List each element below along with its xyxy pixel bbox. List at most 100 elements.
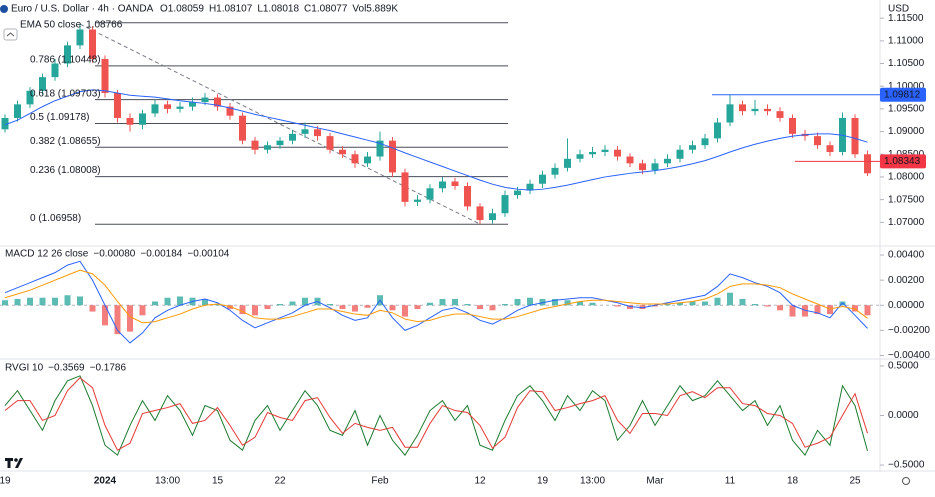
histogram-bar [2, 300, 8, 306]
y-tick-label: 1.10500 [888, 58, 925, 69]
histogram-bar [214, 304, 221, 306]
histogram-bar [639, 305, 646, 310]
candle-body [101, 58, 109, 94]
ema-line [4, 89, 868, 191]
histogram-bar [514, 298, 521, 306]
histogram-bar [114, 305, 121, 335]
candle-body [239, 115, 246, 141]
histogram-bar [552, 298, 558, 306]
candle-body [301, 129, 309, 134]
x-tick-label: 13:00 [580, 476, 605, 487]
candle-body [564, 158, 571, 168]
candle-body [314, 129, 321, 137]
logo-mark [5, 458, 13, 468]
x-tick-label: 25 [849, 476, 861, 487]
candle-body [151, 104, 159, 114]
candle-body [14, 104, 21, 118]
x-tick-label: 11 [725, 476, 736, 487]
candle-body [739, 104, 746, 112]
collapse-button[interactable] [3, 28, 18, 41]
x-tick-label: 19 [0, 476, 11, 487]
histogram-bar [252, 305, 258, 316]
legend-value: −0.00080 [93, 249, 135, 260]
histogram-bar [764, 305, 771, 307]
fib-label: 0.786 (1.10448) [30, 55, 101, 66]
y-tick-label: −0.00400 [888, 350, 930, 361]
histogram-bar [414, 305, 421, 310]
candle-body [451, 181, 459, 187]
candle-body [39, 77, 46, 91]
candle-body [251, 140, 259, 150]
settings-icon[interactable] [902, 477, 910, 485]
candle-body [501, 195, 509, 214]
y-tick-label: 1.09500 [888, 104, 925, 115]
histogram-bar [814, 305, 821, 315]
candle-body [439, 181, 446, 189]
candle-body [751, 108, 759, 112]
histogram-bar [352, 305, 358, 312]
histogram-bar [464, 304, 471, 306]
oscillator-line [4, 377, 868, 451]
candle-body [1, 117, 9, 130]
price-level-label: 1.09812 [884, 89, 921, 100]
candle-body [51, 63, 59, 78]
y-tick-label: 1.09000 [888, 126, 925, 137]
histogram-bar [652, 305, 658, 307]
histogram-bar [739, 298, 746, 306]
y-tick-label: 0.00000 [888, 300, 925, 311]
histogram-bar [64, 295, 71, 306]
candle-body [714, 122, 721, 139]
macd-line [4, 269, 868, 324]
histogram-bar [227, 305, 233, 310]
candle-body [126, 117, 134, 125]
y-tick-label: 0.00200 [888, 275, 925, 286]
histogram-bar [589, 302, 596, 306]
histogram-bar [77, 296, 83, 306]
histogram-bar [102, 305, 108, 326]
histogram-bar [577, 301, 583, 306]
candle-body [289, 133, 296, 141]
candle-body [401, 172, 409, 202]
candle-body [226, 106, 234, 116]
histogram-bar [239, 305, 246, 315]
histogram-bar [152, 301, 158, 306]
histogram-bar [789, 305, 796, 317]
candle-body [476, 206, 484, 221]
candle-body [814, 136, 821, 146]
candle-body [601, 149, 609, 152]
y-tick-label: 0.5000 [888, 361, 919, 372]
histogram-bar [677, 302, 683, 306]
candle-body [539, 174, 546, 184]
fib-label: 0.382 (1.08655) [30, 136, 101, 147]
x-tick-label: 13:00 [155, 476, 180, 487]
histogram-bar [289, 301, 296, 306]
histogram-bar [402, 305, 408, 317]
candle-body [826, 145, 834, 152]
histogram-bar [664, 304, 671, 306]
candle-body [276, 140, 284, 146]
y-tick-label: 1.07500 [888, 194, 925, 205]
candle-body [89, 29, 96, 59]
x-tick-label: Mar [646, 476, 664, 487]
histogram-bar [777, 305, 783, 311]
candle-body [214, 97, 221, 107]
histogram-bar [89, 305, 96, 312]
histogram-bar [614, 305, 621, 307]
y-tick-label: 1.10000 [888, 81, 925, 92]
ohlc-value: O1.08059 [160, 4, 204, 15]
y-tick-label: 0.00400 [888, 250, 925, 261]
candle-body [676, 149, 684, 159]
histogram-bar [452, 298, 458, 306]
candle-body [26, 90, 34, 105]
legend-name: EMA 50 close [20, 20, 82, 31]
histogram-bar [489, 305, 496, 311]
candle-body [639, 163, 646, 171]
fib-label: 0.618 (1.09703) [30, 88, 101, 99]
macd-line [4, 260, 868, 344]
logo-dot [14, 458, 18, 462]
histogram-bar [52, 297, 58, 306]
candle-body [326, 136, 334, 150]
price-level-tag [880, 87, 926, 102]
ohlc-value: H1.08107 [209, 4, 253, 15]
